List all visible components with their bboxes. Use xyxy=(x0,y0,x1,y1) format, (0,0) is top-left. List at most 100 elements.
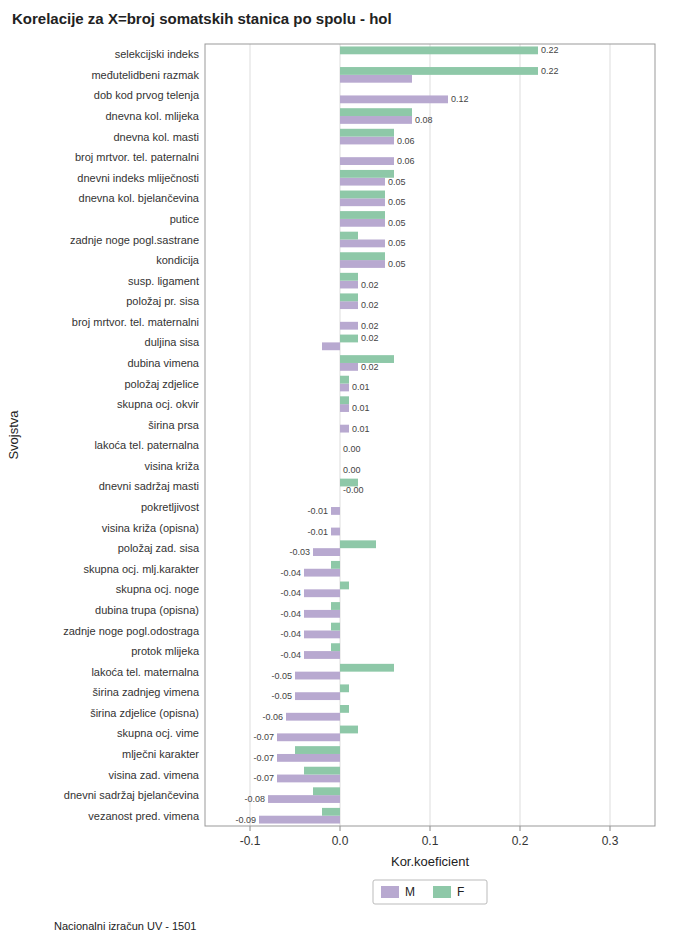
plot-area xyxy=(205,44,655,826)
bar xyxy=(331,507,340,515)
bar xyxy=(340,240,385,248)
data-label: -0.04 xyxy=(280,588,301,598)
tick-mark xyxy=(610,826,611,831)
bar xyxy=(340,684,349,692)
bar xyxy=(340,198,385,206)
tick-label: 0.1 xyxy=(422,834,439,848)
bar xyxy=(340,417,341,425)
bar xyxy=(340,54,341,62)
bar xyxy=(304,610,340,618)
bar xyxy=(340,486,341,494)
title: Korelacije za X=broj somatskih stanica p… xyxy=(12,10,392,27)
category-label: visina križa (opisna) xyxy=(102,522,199,534)
bar xyxy=(340,108,412,116)
bar xyxy=(340,664,394,672)
bar xyxy=(295,672,340,680)
bar xyxy=(331,528,340,536)
bar xyxy=(340,301,358,309)
legend-swatch xyxy=(381,886,399,898)
bar xyxy=(340,149,341,157)
tick-label: -0.1 xyxy=(240,834,261,848)
data-label: 0.01 xyxy=(352,382,370,392)
bar xyxy=(268,795,340,803)
data-label: 0.05 xyxy=(388,238,406,248)
bar xyxy=(340,260,385,268)
grid-line xyxy=(430,44,431,826)
category-label: susp. ligament xyxy=(128,275,199,287)
data-label: 0.01 xyxy=(352,403,370,413)
bar xyxy=(331,623,340,631)
category-label: putice xyxy=(170,213,199,225)
x-axis-label: Kor.koeficient xyxy=(391,854,469,869)
bar xyxy=(304,651,340,659)
data-label: -0.04 xyxy=(280,629,301,639)
data-label: 0.02 xyxy=(361,333,379,343)
bar xyxy=(340,137,394,145)
data-label: -0.01 xyxy=(307,527,328,537)
category-label: dubina trupa (opisna) xyxy=(95,604,199,616)
category-label: položaj pr. sisa xyxy=(126,295,200,307)
bar xyxy=(340,384,349,392)
category-label: selekcijski indeks xyxy=(115,48,200,60)
data-label: -0.08 xyxy=(244,794,265,804)
bar xyxy=(340,437,341,445)
category-label: širina prsa xyxy=(148,419,200,431)
category-label: položaj zdjelice xyxy=(124,378,199,390)
bar xyxy=(322,808,340,816)
data-label: -0.07 xyxy=(253,753,274,763)
data-label: 0.06 xyxy=(397,156,415,166)
data-label: 0.06 xyxy=(397,136,415,146)
data-label: 0.02 xyxy=(361,321,379,331)
category-label: lakoća tel. paternalna xyxy=(94,439,199,451)
bar xyxy=(277,754,340,762)
data-label: -0.07 xyxy=(253,773,274,783)
category-label: pokretljivost xyxy=(141,501,199,513)
data-label: 0.02 xyxy=(361,362,379,372)
category-label: dnevni sadržaj masti xyxy=(99,480,199,492)
data-label: 0.22 xyxy=(541,66,559,76)
bar xyxy=(340,445,341,453)
footnote: Nacionalni izračun UV - 1501 xyxy=(54,920,196,932)
category-label: vezanost pred. vimena xyxy=(88,810,200,822)
bar xyxy=(277,775,340,783)
grid-line xyxy=(610,44,611,826)
data-label: 0.05 xyxy=(388,177,406,187)
bar xyxy=(340,116,412,124)
bar xyxy=(322,342,340,350)
bars xyxy=(259,46,538,823)
data-label: -0.05 xyxy=(271,671,292,681)
bar xyxy=(340,170,394,178)
category-label: skupna ocj. noge xyxy=(116,583,199,595)
tick-label: 0.2 xyxy=(512,834,529,848)
bar xyxy=(340,252,385,260)
bar xyxy=(340,582,349,590)
bar xyxy=(340,425,349,433)
bar xyxy=(340,95,448,103)
bar xyxy=(340,376,349,384)
bar xyxy=(331,602,340,610)
grid-line xyxy=(520,44,521,826)
bar xyxy=(331,643,340,651)
category-label: duljina sisa xyxy=(145,336,200,348)
category-label: visina križa xyxy=(145,460,200,472)
data-label: -0.09 xyxy=(235,815,256,825)
bar xyxy=(313,787,340,795)
legend-label: F xyxy=(457,885,464,899)
data-label: 0.00 xyxy=(343,444,361,454)
bar xyxy=(340,281,358,289)
data-label: -0.03 xyxy=(289,547,310,557)
bar xyxy=(304,631,340,639)
data-label: 0.02 xyxy=(361,280,379,290)
data-label: 0.05 xyxy=(388,259,406,269)
category-label: dnevna kol. bjelančevina xyxy=(79,192,200,204)
bar xyxy=(286,713,340,721)
category-label: dnevni sadržaj bjelančevina xyxy=(64,789,200,801)
data-label: 0.08 xyxy=(415,115,433,125)
bar xyxy=(340,129,394,137)
category-label: dnevna kol. masti xyxy=(113,131,199,143)
bar xyxy=(295,692,340,700)
bar xyxy=(340,335,358,343)
category-label: međutelidbeni razmak xyxy=(91,69,199,81)
category-label: dnevni indeks mliječnosti xyxy=(77,172,199,184)
category-label: dob kod prvog telenja xyxy=(94,89,200,101)
